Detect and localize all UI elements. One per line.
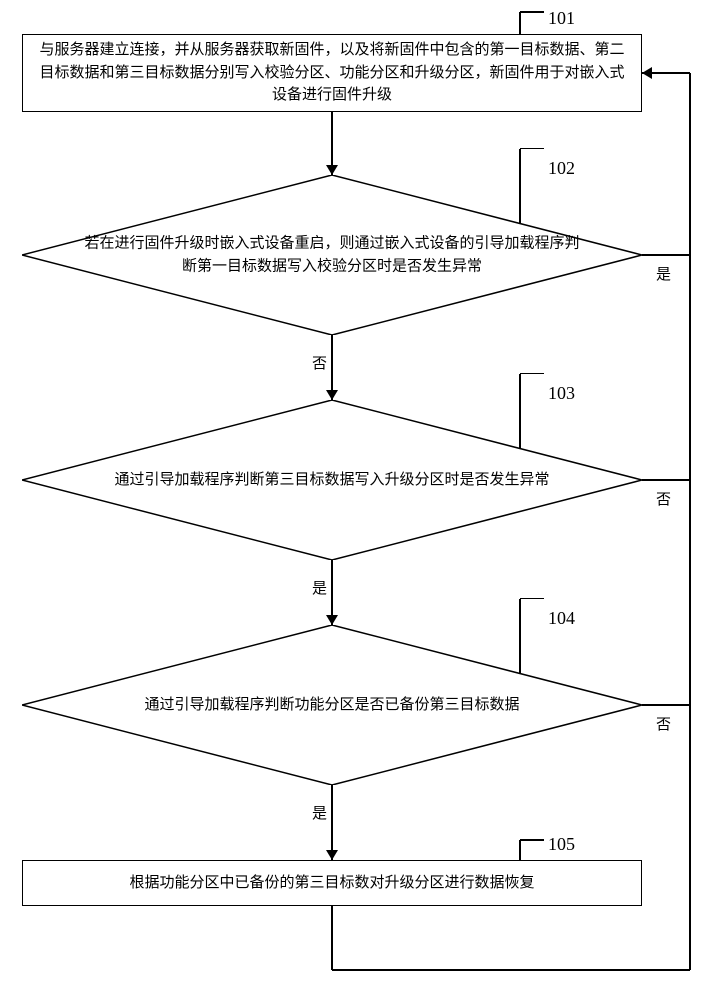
decision-diamond: 通过引导加载程序判断功能分区是否已备份第三目标数据 [22, 625, 642, 785]
step-number: 103 [548, 383, 575, 404]
branch-label: 是 [656, 263, 671, 284]
process-box: 与服务器建立连接，并从服务器获取新固件，以及将新固件中包含的第一目标数据、第二目… [22, 34, 642, 112]
step-number: 102 [548, 158, 575, 179]
flowchart-canvas: 与服务器建立连接，并从服务器获取新固件，以及将新固件中包含的第一目标数据、第二目… [0, 0, 717, 1000]
branch-label: 是 [312, 577, 327, 598]
decision-diamond: 若在进行固件升级时嵌入式设备重启，则通过嵌入式设备的引导加载程序判断第一目标数据… [22, 175, 642, 335]
branch-label: 是 [312, 802, 327, 823]
step-number: 105 [548, 834, 575, 855]
decision-diamond: 通过引导加载程序判断第三目标数据写入升级分区时是否发生异常 [22, 400, 642, 560]
branch-label: 否 [656, 488, 671, 509]
step-number: 101 [548, 8, 575, 29]
step-number: 104 [548, 608, 575, 629]
branch-label: 否 [312, 352, 327, 373]
branch-label: 否 [656, 713, 671, 734]
process-box: 根据功能分区中已备份的第三目标数对升级分区进行数据恢复 [22, 860, 642, 906]
